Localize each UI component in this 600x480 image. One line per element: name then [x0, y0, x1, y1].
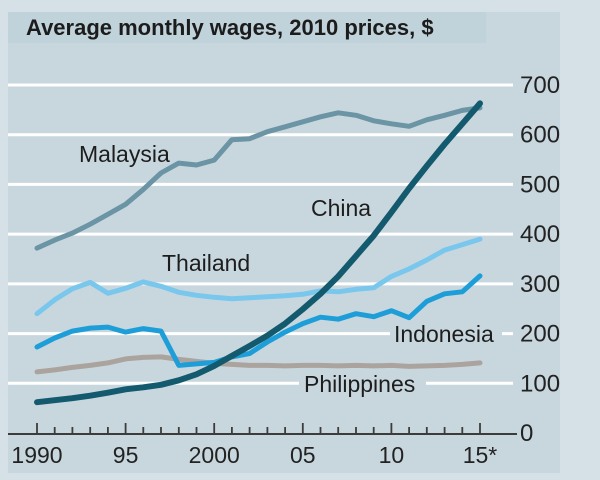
y-axis-label-600: 600 [520, 122, 560, 149]
series-label-indonesia: Indonesia [394, 321, 494, 347]
series-line-philippines [34, 354, 483, 375]
series-line-indonesia [34, 273, 483, 368]
x-axis-label-1995: 95 [113, 442, 139, 468]
series-label-backing-indonesia [390, 324, 502, 346]
series-line-malaysia [34, 105, 483, 251]
y-axis-label-0: 0 [520, 420, 533, 447]
y-axis-label-300: 300 [520, 271, 560, 298]
series-line-china [34, 100, 483, 406]
series-label-philippines: Philippines [304, 371, 415, 397]
y-axis-label-700: 700 [520, 72, 560, 99]
x-axis-label-2010: 10 [379, 442, 405, 468]
y-axis-label-400: 400 [520, 221, 560, 248]
y-axis-label-200: 200 [520, 321, 560, 348]
series-label-backing-philippines [299, 373, 426, 396]
series-label-china: China [311, 195, 371, 221]
y-axis-label-100: 100 [520, 370, 560, 397]
x-axis-label-2015: 15* [463, 442, 498, 468]
x-axis-label-1990: 1990 [11, 442, 62, 468]
chart-title-band [8, 12, 486, 43]
x-axis-label-2005: 05 [290, 442, 316, 468]
series-label-malaysia: Malaysia [79, 141, 170, 167]
x-axis-label-2000: 2000 [189, 442, 240, 468]
y-axis-label-500: 500 [520, 171, 560, 198]
series-line-thailand [34, 236, 483, 317]
chart-title: Average monthly wages, 2010 prices, $ [26, 15, 434, 40]
series-label-thailand: Thailand [162, 250, 250, 276]
